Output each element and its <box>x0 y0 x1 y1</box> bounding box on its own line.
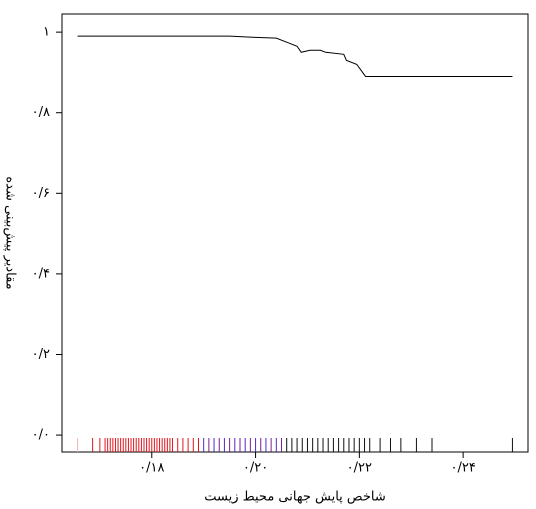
y-tick-label: ۰/۲ <box>32 347 50 362</box>
y-tick-label: ۰/۸ <box>32 105 50 120</box>
line <box>77 35 513 77</box>
y-tick-label: ۰/۴ <box>32 266 50 281</box>
plot-frame <box>61 13 529 453</box>
x-tick-label: ۰/۲۲ <box>347 461 372 476</box>
x-tick-label: ۰/۱۸ <box>139 461 164 476</box>
y-tick-label: ۰/۰ <box>32 428 50 443</box>
x-tick-label: ۰/۲۰ <box>243 461 268 476</box>
x-tick-label: ۰/۲۴ <box>450 461 475 476</box>
x-axis-label: شاخص پایش جهانی محیط زیست <box>204 490 385 505</box>
y-tick-label: ۱ <box>43 25 50 40</box>
y-axis-label: مقادیر پیش‌بینی شده <box>3 176 18 289</box>
y-tick-label: ۰/۶ <box>32 186 50 201</box>
